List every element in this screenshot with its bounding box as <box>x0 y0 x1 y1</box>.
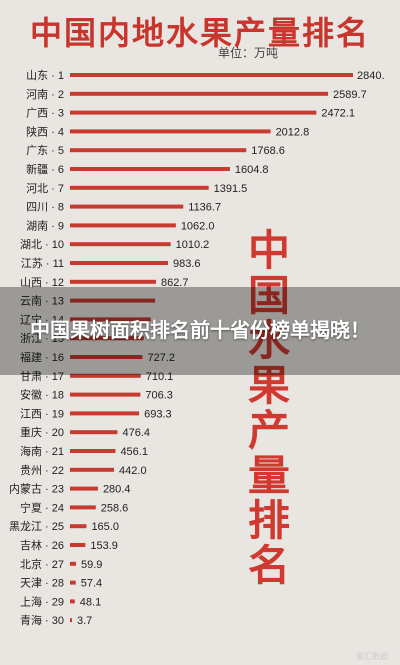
category-label: 甘肃 · 17 <box>20 370 64 383</box>
bar <box>70 91 329 96</box>
category-label: 辽宁 · 14 <box>20 312 64 326</box>
value-label: 456.1 <box>120 446 148 458</box>
category-label: 云南 · 13 <box>20 295 64 308</box>
category-label: 湖南 · 9 <box>26 219 64 232</box>
value-label: 727.2 <box>147 352 175 364</box>
category-label: 四川 · 8 <box>26 202 64 214</box>
category-label: 海南 · 21 <box>20 444 64 458</box>
category-label: 广西 · 3 <box>26 107 64 120</box>
bar <box>70 373 141 378</box>
value-label: 442.0 <box>119 465 147 477</box>
bar <box>70 467 115 472</box>
category-label: 山东 · 1 <box>26 69 64 82</box>
bar <box>70 148 247 153</box>
bar <box>70 543 86 547</box>
value-label: 1010.2 <box>176 239 210 251</box>
bar <box>70 110 317 115</box>
category-label: 天津 · 28 <box>20 577 64 590</box>
value-label: 59.9 <box>81 559 102 571</box>
value-label: 3.7 <box>77 615 92 627</box>
headline-text: 中国果树面积排名前十省份榜单揭晓！ <box>30 320 370 342</box>
bar <box>70 317 151 322</box>
value-label: 1391.5 <box>214 183 248 195</box>
value-label: 1062.0 <box>181 220 215 232</box>
bar <box>70 505 96 510</box>
value-label: 2472.1 <box>321 108 355 120</box>
bar <box>70 486 98 491</box>
bar <box>70 129 271 134</box>
category-label: 吉林 · 26 <box>20 538 64 552</box>
side-text: 中国水果产量排名 <box>247 227 290 589</box>
unit-label: 单位：万吨 <box>218 46 279 60</box>
category-label: 安徽 · 18 <box>20 388 64 402</box>
bar <box>70 411 140 416</box>
value-label: 1136.7 <box>188 202 221 214</box>
category-label: 北京 · 27 <box>20 557 64 571</box>
category-label: 福建 · 16 <box>20 350 64 364</box>
bar <box>70 580 76 585</box>
bar <box>70 618 72 623</box>
bar <box>70 298 156 303</box>
value-label: 280.4 <box>103 484 131 496</box>
category-label: 浙江 · 15 <box>20 332 64 345</box>
value-label: 693.3 <box>144 408 172 420</box>
category-label: 河北 · 7 <box>26 182 64 195</box>
category-label: 河南 · 2 <box>26 88 64 101</box>
value-label: 1604.8 <box>235 164 269 176</box>
bar <box>70 185 209 190</box>
category-label: 青海 · 30 <box>20 613 64 627</box>
value-label: 2840. <box>357 70 385 82</box>
value-label: 706.3 <box>145 390 173 402</box>
category-label: 山西 · 12 <box>20 276 64 289</box>
category-label: 上海 · 29 <box>20 594 64 608</box>
bar <box>70 167 230 171</box>
value-label: 258.6 <box>101 502 129 514</box>
category-label: 内蒙古 · 23 <box>9 482 64 496</box>
bar <box>70 261 169 265</box>
bar <box>70 449 116 453</box>
value-label: 476.4 <box>122 427 150 439</box>
value-label: 862.7 <box>161 277 189 289</box>
chart-title: 中国内地水果产量排名 <box>29 15 370 51</box>
category-label: 江苏 · 11 <box>21 257 64 270</box>
bar <box>70 279 156 284</box>
value-label: 983.6 <box>173 258 201 270</box>
bar <box>70 561 76 566</box>
bar <box>70 73 353 77</box>
category-label: 宁夏 · 24 <box>20 500 64 514</box>
value-label: 2012.8 <box>276 126 310 138</box>
value-label: 710.1 <box>146 371 174 383</box>
value-label: 48.1 <box>80 596 101 608</box>
value-label: 57.4 <box>81 578 102 590</box>
category-label: 江西 · 19 <box>20 407 64 420</box>
bar <box>70 242 171 247</box>
category-label: 湖北 · 10 <box>20 238 64 251</box>
category-label: 新疆 · 6 <box>26 162 64 176</box>
bar <box>70 204 184 209</box>
bar <box>70 392 141 397</box>
bar <box>70 599 75 604</box>
value-label: 153.9 <box>90 540 118 552</box>
value-label: 1768.6 <box>251 145 285 157</box>
category-label: 贵州 · 22 <box>20 464 64 477</box>
bar <box>70 430 118 435</box>
bar <box>70 223 176 228</box>
bar <box>70 355 143 359</box>
headline-overlay: 中国果树面积排名前十省份榜单揭晓！ <box>0 287 400 375</box>
category-label: 重庆 · 20 <box>20 425 64 439</box>
watermark: 聚汇数据 <box>356 652 388 661</box>
value-label: 165.0 <box>91 521 119 533</box>
category-label: 陕西 · 4 <box>26 124 64 138</box>
bar <box>70 336 144 341</box>
bar <box>70 524 87 529</box>
category-label: 黑龙江 · 25 <box>9 520 64 533</box>
value-label: 2589.7 <box>333 89 367 101</box>
category-label: 广东 · 5 <box>26 144 64 157</box>
